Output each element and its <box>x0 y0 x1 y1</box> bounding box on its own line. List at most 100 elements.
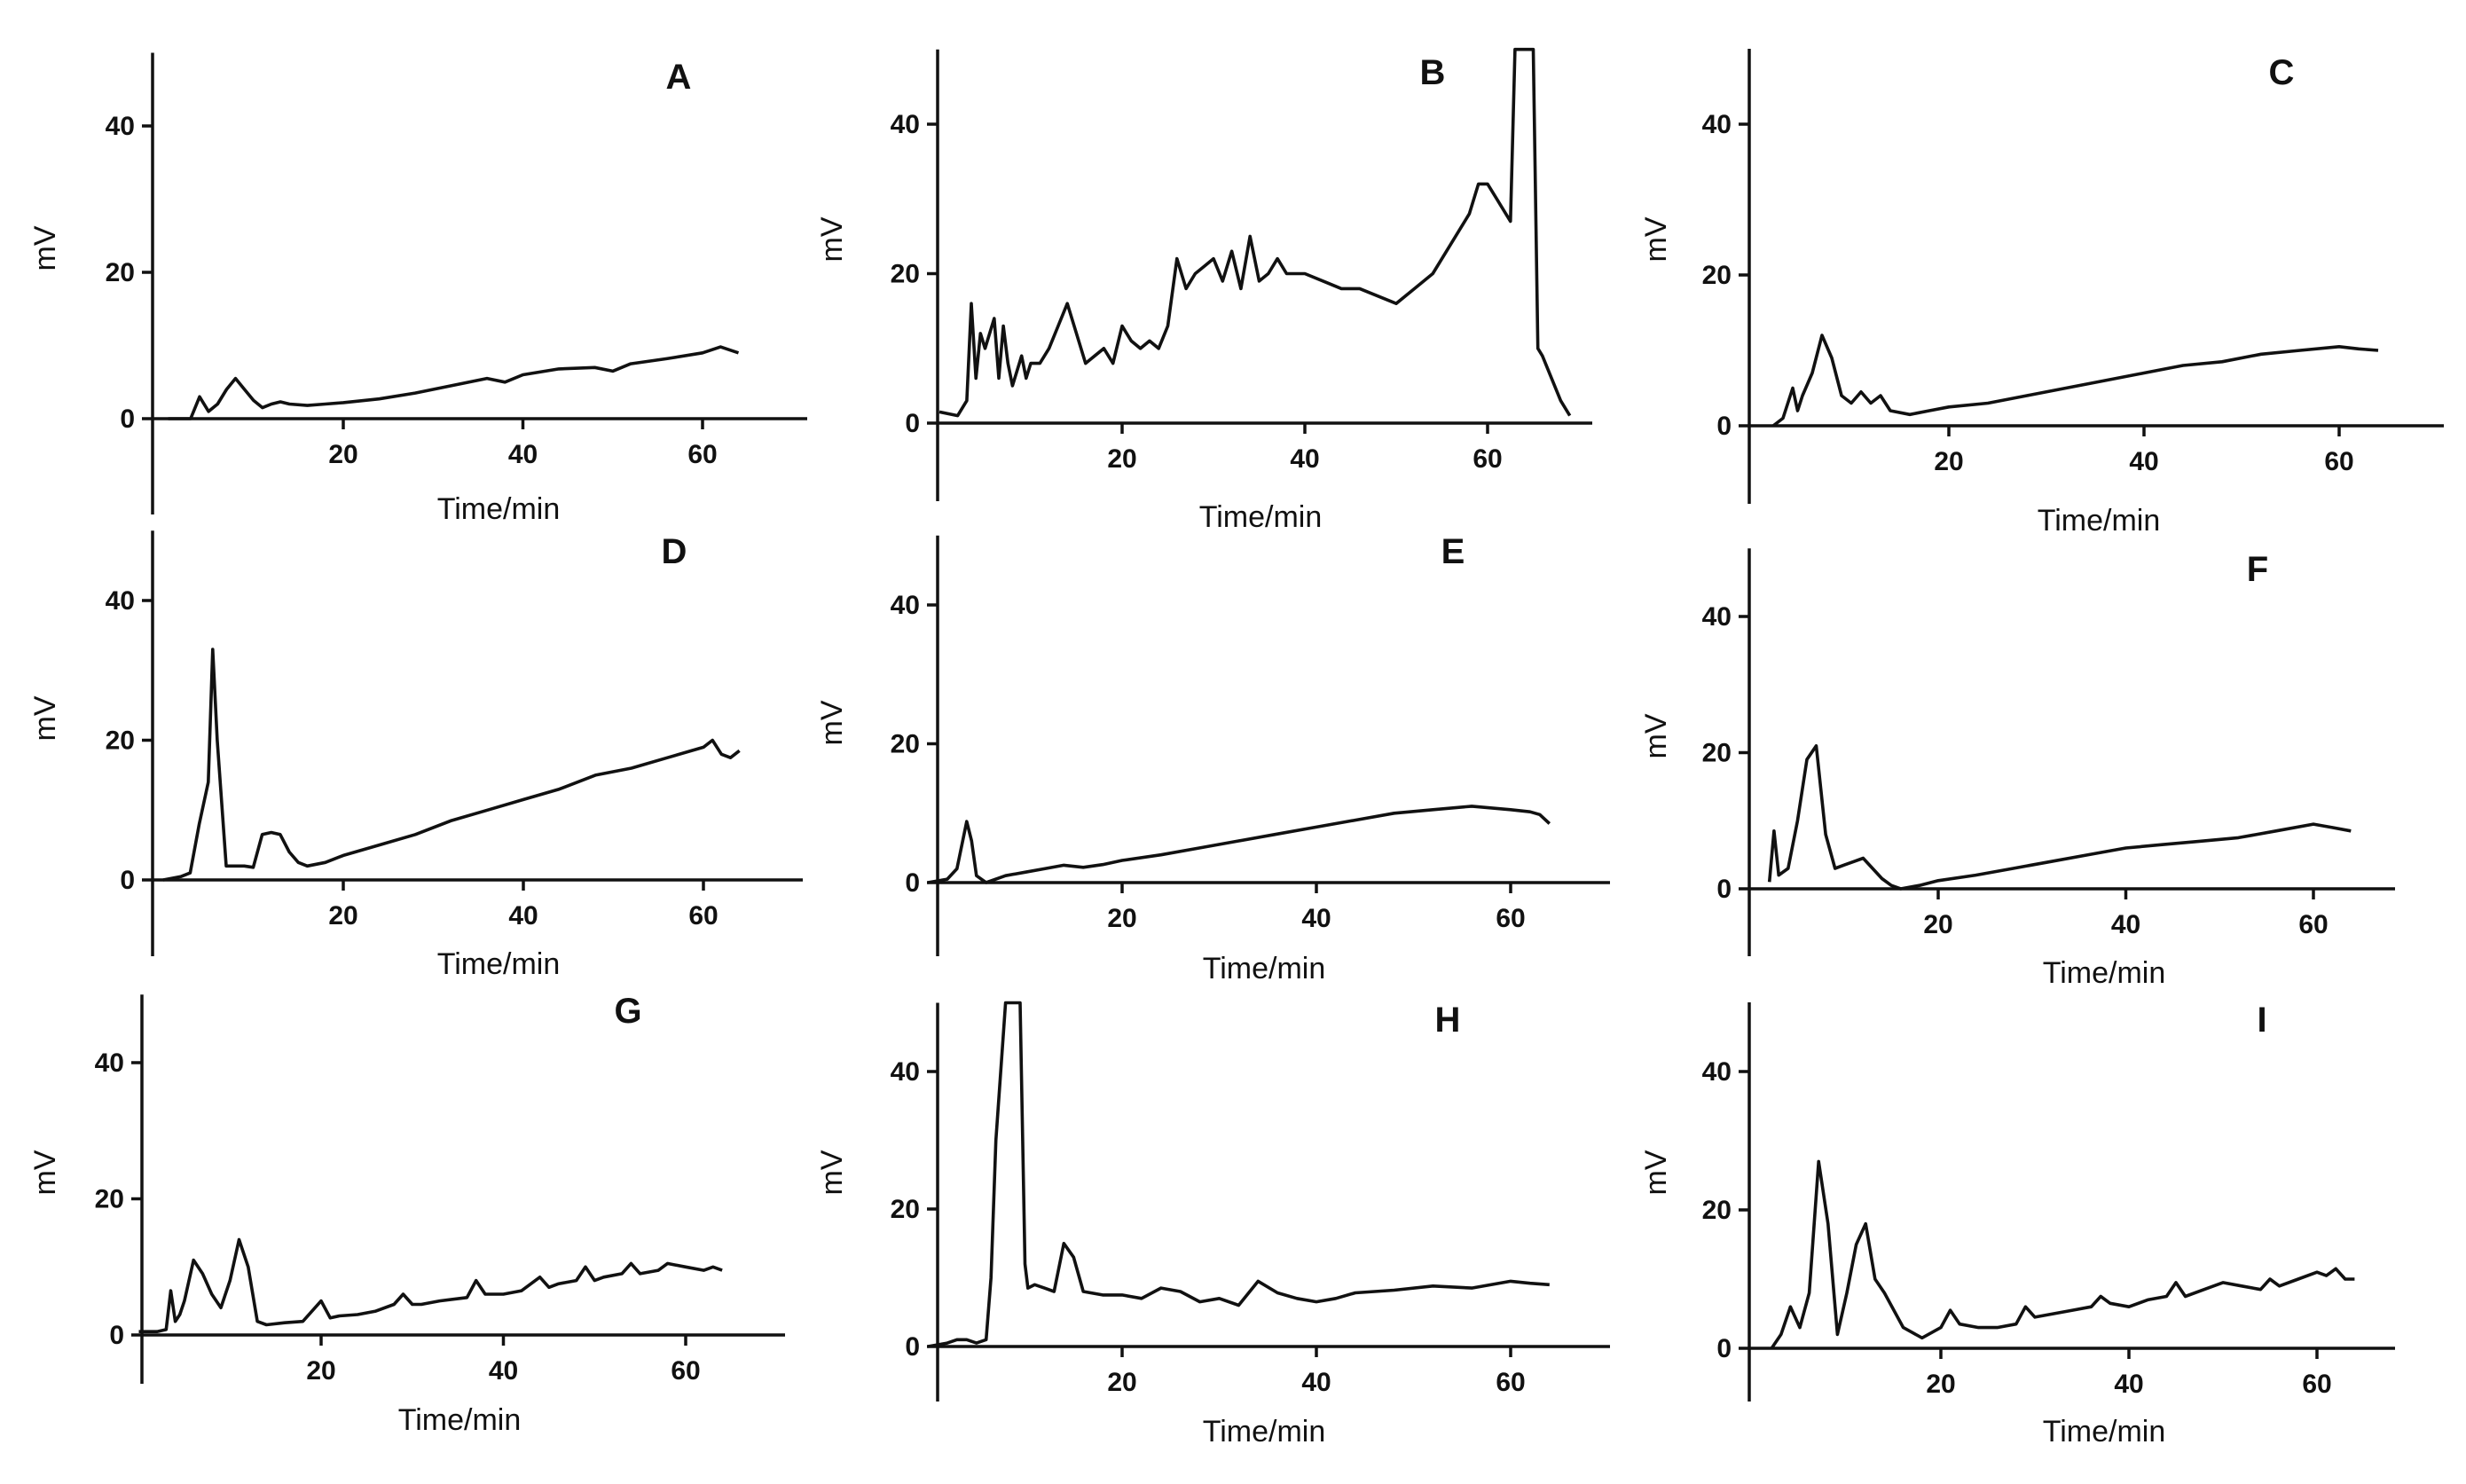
chromatogram-trace <box>1767 743 2352 891</box>
x-tick-label: 60 <box>1496 1368 1525 1397</box>
x-tick-label: 40 <box>1301 1368 1331 1397</box>
x-tick-label: 40 <box>508 440 538 469</box>
chart-panel-h: 0 20 40 20 40 60 Time/min mV H <box>815 1001 1610 1449</box>
y-tick-label: 40 <box>891 110 920 139</box>
panel-letter: A <box>666 58 692 97</box>
y-tick-label: 20 <box>1702 739 1732 768</box>
x-tick-label: 60 <box>2324 447 2353 476</box>
x-tick-label: 20 <box>1107 1368 1136 1397</box>
chart-panel-i: 0 20 40 20 40 60 Time/min mV I <box>1639 1001 2395 1449</box>
x-tick-label: 60 <box>687 440 717 469</box>
y-axis-label: mV <box>815 216 849 262</box>
x-tick-label: 20 <box>1107 444 1136 474</box>
panel-letter: H <box>1435 1001 1461 1040</box>
y-tick-label: 0 <box>905 1332 920 1362</box>
x-tick-label: 40 <box>2111 910 2140 939</box>
x-tick-label: 60 <box>671 1356 700 1386</box>
y-tick-label: 20 <box>891 1195 920 1224</box>
y-tick-label: 40 <box>891 1057 920 1087</box>
x-axis-label: Time/min <box>437 492 561 526</box>
y-tick-label: 20 <box>106 726 135 756</box>
y-tick-label: 0 <box>120 404 135 434</box>
x-tick-label: 60 <box>1496 904 1525 933</box>
y-tick-label: 40 <box>95 1048 124 1078</box>
y-axis-label: mV <box>1639 1150 1673 1195</box>
y-tick-label: 20 <box>106 258 135 287</box>
y-axis-label: mV <box>815 700 849 745</box>
y-tick-label: 40 <box>1702 1057 1732 1087</box>
chromatogram-trace <box>938 47 1572 418</box>
panel-letter: E <box>1441 532 1465 571</box>
x-tick-label: 20 <box>1926 1370 1955 1399</box>
x-tick-label: 40 <box>2129 447 2158 476</box>
x-tick-label: 60 <box>2298 910 2328 939</box>
x-tick-label: 20 <box>1107 904 1136 933</box>
chromatogram-trace <box>162 648 741 882</box>
y-axis-label: mV <box>1639 216 1673 262</box>
x-tick-label: 20 <box>1934 447 1963 476</box>
x-tick-label: 20 <box>328 901 357 930</box>
x-tick-label: 20 <box>1923 910 1952 939</box>
y-tick-label: 20 <box>891 730 920 759</box>
panel-letter: G <box>614 992 641 1031</box>
x-tick-label: 60 <box>688 901 718 930</box>
y-tick-label: 0 <box>120 866 135 895</box>
x-tick-label: 40 <box>1301 904 1331 933</box>
panel-letter: I <box>2257 1001 2266 1040</box>
x-axis-label: Time/min <box>437 947 561 981</box>
x-tick-label: 60 <box>2302 1370 2331 1399</box>
chart-panel-d: 0 20 40 20 40 60 Time/min mV D <box>28 530 803 981</box>
y-tick-label: 40 <box>1702 602 1732 632</box>
chart-panel-g: 0 20 40 20 40 60 Time/min mV G <box>28 992 785 1437</box>
chart-panel-b: 0 20 40 20 40 60 Time/min mV B <box>815 47 1592 534</box>
y-tick-label: 40 <box>106 586 135 616</box>
chart-panel-f: 0 20 40 20 40 60 Time/min mV F <box>1639 548 2395 990</box>
y-tick-label: 0 <box>1716 1334 1732 1363</box>
y-tick-label: 0 <box>109 1321 124 1350</box>
x-axis-label: Time/min <box>398 1403 522 1437</box>
x-tick-label: 20 <box>306 1356 335 1386</box>
panel-letter: B <box>1420 53 1446 92</box>
y-tick-label: 20 <box>1702 261 1732 290</box>
x-axis-label: Time/min <box>1199 500 1323 534</box>
y-axis-label: mV <box>28 225 62 271</box>
chromatogram-trace <box>927 1001 1550 1348</box>
x-axis-label: Time/min <box>1203 952 1326 985</box>
chromatogram-trace <box>1770 1159 2355 1350</box>
chart-panel-c: 0 20 40 20 40 60 Time/min mV C <box>1639 49 2444 538</box>
y-axis-label: mV <box>1639 713 1673 758</box>
y-axis-label: mV <box>28 1150 62 1195</box>
y-tick-label: 40 <box>1702 110 1732 139</box>
chromatogram-trace <box>927 805 1551 884</box>
y-tick-label: 0 <box>905 409 920 438</box>
panel-letter: C <box>2269 53 2295 92</box>
y-tick-label: 40 <box>106 112 135 141</box>
panel-letter: F <box>2247 550 2268 589</box>
y-axis-label: mV <box>28 695 62 741</box>
x-tick-label: 20 <box>328 440 357 469</box>
chart-panel-a: 0 20 40 20 40 60 Time/min mV A <box>28 52 807 526</box>
x-tick-label: 40 <box>489 1356 518 1386</box>
y-tick-label: 0 <box>905 868 920 898</box>
chromatogram-trace <box>138 1237 723 1333</box>
x-tick-label: 40 <box>2114 1370 2143 1399</box>
y-tick-label: 0 <box>1716 875 1732 904</box>
x-tick-label: 40 <box>1290 444 1319 474</box>
y-tick-label: 20 <box>95 1185 124 1214</box>
x-axis-label: Time/min <box>2038 504 2161 538</box>
x-axis-label: Time/min <box>1203 1415 1326 1449</box>
x-tick-label: 40 <box>508 901 538 930</box>
x-axis-label: Time/min <box>2043 1415 2166 1449</box>
chromatogram-trace <box>1771 334 2379 428</box>
y-tick-label: 20 <box>891 260 920 289</box>
y-tick-label: 40 <box>891 591 920 620</box>
chart-panel-e: 0 20 40 20 40 60 Time/min mV E <box>815 532 1610 985</box>
y-axis-label: mV <box>815 1150 849 1195</box>
y-tick-label: 0 <box>1716 412 1732 441</box>
panel-letter: D <box>662 532 687 571</box>
x-tick-label: 60 <box>1473 444 1502 474</box>
y-tick-label: 20 <box>1702 1196 1732 1225</box>
chromatogram-trace <box>168 345 740 420</box>
x-axis-label: Time/min <box>2043 956 2166 990</box>
